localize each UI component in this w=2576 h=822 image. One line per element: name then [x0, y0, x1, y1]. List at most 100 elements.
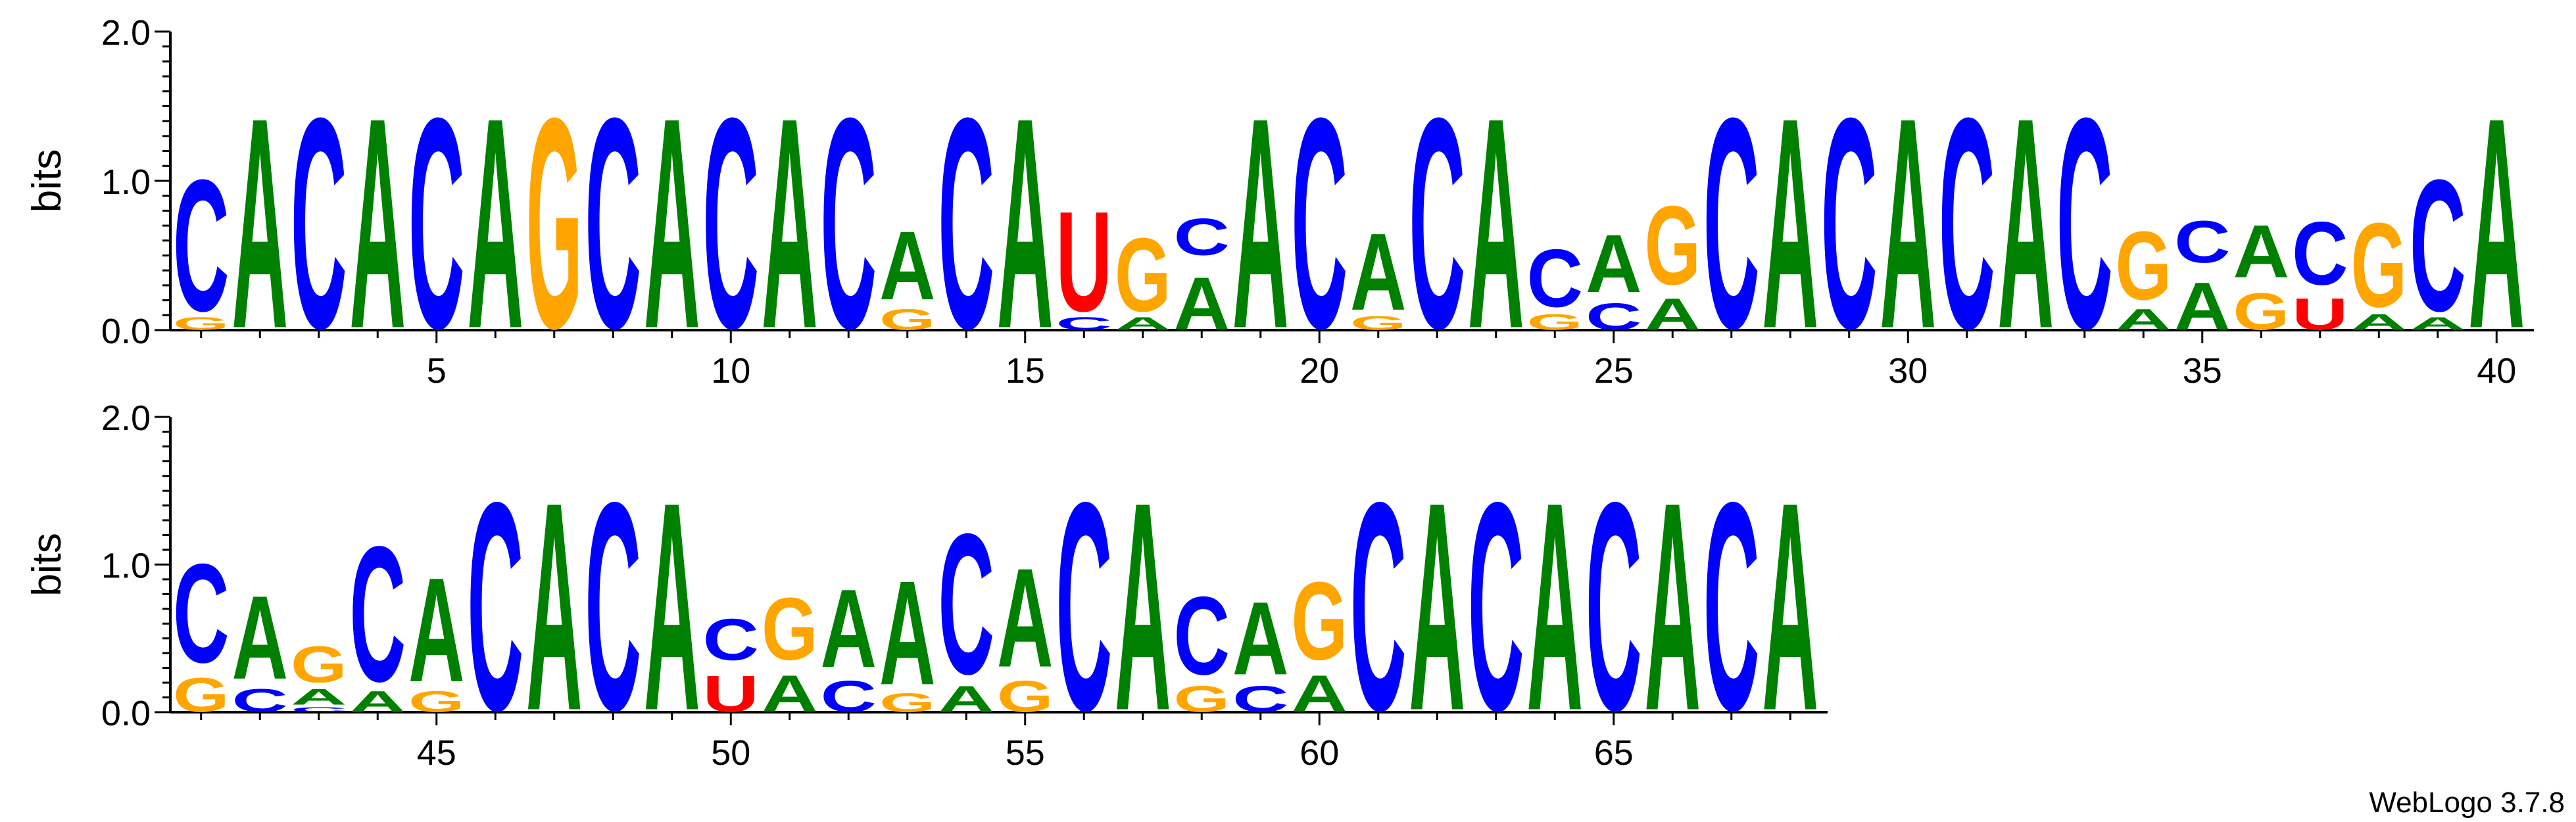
logo-letter-A: A	[821, 566, 877, 668]
logo-letter-C: C	[291, 55, 347, 391]
svg-text:A: A	[879, 212, 936, 321]
logo-letter-A: A	[644, 440, 700, 772]
logo-letter-A: A	[762, 665, 818, 712]
svg-text:C: C	[291, 55, 347, 391]
svg-text:G: G	[291, 636, 347, 694]
y-axis-label: bits	[24, 533, 70, 596]
svg-text:G: G	[1115, 216, 1171, 334]
logo-letter-G: G	[408, 685, 465, 712]
y-tick-label: 1.0	[101, 162, 151, 202]
logo-letter-C: C	[703, 55, 760, 330]
svg-text:U: U	[703, 665, 760, 723]
logo-letter-U: U	[703, 665, 760, 723]
svg-text:A: A	[644, 440, 700, 772]
svg-text:U: U	[1056, 181, 1113, 341]
logo-letter-A: A	[879, 550, 936, 717]
svg-text:A: A	[1232, 581, 1289, 697]
svg-text:A: A	[2469, 55, 2525, 391]
logo-letter-A: A	[938, 679, 995, 720]
logo-letter-A: A	[2469, 55, 2525, 391]
svg-text:A: A	[2233, 210, 2290, 293]
logo-letter-G: G	[173, 314, 230, 334]
x-tick-label: 25	[1594, 351, 1634, 391]
svg-text:C: C	[585, 55, 642, 391]
x-tick-label: 10	[711, 351, 750, 391]
svg-text:A: A	[2351, 310, 2408, 335]
logo-letter-A: A	[232, 55, 289, 330]
logo-letter-G: G	[1645, 183, 1701, 285]
svg-text:C: C	[1232, 679, 1289, 720]
svg-text:C: C	[2056, 55, 2113, 391]
logo-letter-A: A	[1292, 665, 1348, 712]
svg-text:C: C	[1527, 232, 1584, 325]
x-tick-label: 45	[417, 733, 456, 773]
svg-text:A: A	[291, 685, 347, 710]
logo-letter-A: A	[1468, 55, 1524, 330]
svg-text:A: A	[526, 440, 583, 772]
svg-text:C: C	[1939, 55, 1995, 391]
svg-text:G: G	[2233, 283, 2290, 341]
logo-letter-G: G	[997, 672, 1054, 721]
svg-text:C: C	[1821, 55, 1878, 391]
logo-letter-G: G	[2351, 198, 2408, 332]
svg-text:A: A	[350, 55, 406, 391]
logo-letter-C: C	[1468, 440, 1524, 712]
logo-letter-C: C	[1703, 440, 1760, 712]
svg-text:G: G	[1527, 310, 1584, 335]
logo-letter-C: C	[1939, 55, 1995, 391]
svg-text:G: G	[879, 688, 936, 717]
logo-letter-U: U	[1056, 181, 1113, 341]
logo-letter-G: G	[1115, 216, 1171, 334]
logo-letter-C: C	[1056, 314, 1113, 330]
svg-text:G: G	[997, 672, 1054, 721]
svg-text:A: A	[1645, 440, 1701, 772]
logo-letter-A: A	[291, 685, 347, 710]
logo-letter-C: C	[173, 141, 230, 312]
svg-text:A: A	[762, 55, 818, 391]
svg-text:C: C	[408, 55, 465, 391]
svg-text:A: A	[408, 547, 465, 713]
svg-text:A: A	[1998, 55, 2054, 391]
logo-letter-C: C	[1056, 440, 1113, 712]
svg-text:G: G	[173, 667, 230, 722]
logo-letter-A: A	[2174, 269, 2231, 330]
svg-text:C: C	[2410, 141, 2466, 351]
logo-letter-G: G	[173, 667, 230, 722]
svg-text:C: C	[1703, 55, 1760, 391]
svg-text:A: A	[1586, 217, 1642, 310]
logo-letter-A: A	[1409, 440, 1466, 712]
logo-letter-C: C	[1703, 55, 1760, 391]
logo-letter-C: C	[1527, 232, 1584, 325]
y-tick-label: 0.0	[101, 694, 151, 733]
logo-letter-G: G	[1527, 310, 1584, 335]
logo-letter-A: A	[2233, 210, 2290, 293]
logo-letter-A: A	[1645, 289, 1701, 330]
svg-text:A: A	[879, 550, 936, 717]
svg-text:C: C	[1586, 296, 1642, 338]
logo-letter-C: C	[1292, 55, 1348, 330]
logo-letter-C: C	[1174, 208, 1230, 255]
logo-letter-A: A	[644, 55, 700, 330]
logo-letter-C: C	[585, 55, 642, 391]
svg-text:A: A	[2410, 314, 2466, 334]
logo-letter-C: C	[1586, 440, 1642, 712]
svg-text:A: A	[938, 679, 995, 720]
svg-text:A: A	[1762, 440, 1819, 772]
logo-letter-C: C	[1586, 296, 1642, 338]
logo-letter-A: A	[2410, 314, 2466, 334]
weblogo-credit: WebLogo 3.7.8	[2369, 786, 2565, 819]
logo-letter-A: A	[1880, 55, 1937, 330]
svg-text:G: G	[2116, 212, 2172, 321]
logo-letter-U: U	[2292, 289, 2348, 330]
logo-letter-C: C	[1409, 55, 1466, 330]
svg-text:A: A	[1174, 262, 1230, 346]
svg-text:G: G	[2351, 198, 2408, 332]
logo-letter-G: G	[1292, 558, 1348, 661]
svg-text:G: G	[173, 314, 230, 334]
svg-text:G: G	[1350, 312, 1407, 334]
x-tick-label: 65	[1594, 733, 1634, 773]
y-tick-label: 2.0	[101, 399, 151, 438]
